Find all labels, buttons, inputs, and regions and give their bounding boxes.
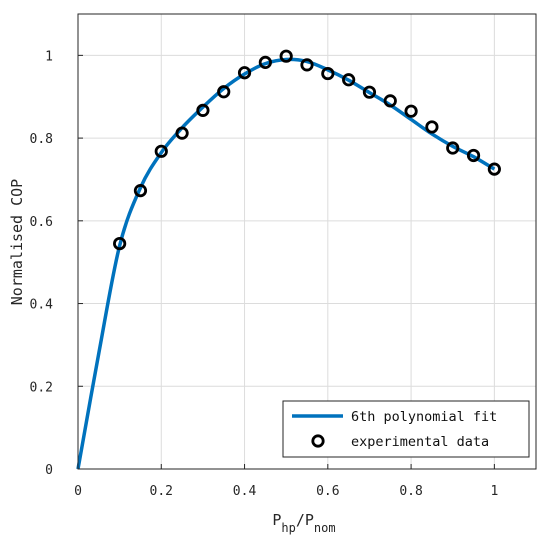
data-point-experimental: [383, 94, 397, 108]
legend-label-fit: 6th polynomial fit: [351, 409, 497, 425]
data-point-experimental: [487, 162, 501, 176]
data-point-experimental: [175, 126, 189, 140]
x-tick-label: 0.2: [150, 484, 173, 499]
y-axis-label: Normalised COP: [8, 179, 26, 305]
x-axis-label-sub1: hp: [281, 521, 295, 535]
x-axis-label: Php/Pnom: [272, 511, 335, 535]
data-point-experimental: [446, 141, 460, 155]
y-tick-label: 0.6: [30, 215, 53, 230]
y-tick-label: 0.2: [30, 380, 53, 395]
data-point-experimental: [196, 103, 210, 117]
x-tick-label: 0: [74, 484, 82, 499]
legend: 6th polynomial fit experimental data: [282, 400, 530, 458]
data-point-experimental: [362, 85, 377, 99]
x-tick-label: 0.4: [233, 484, 257, 499]
legend-box: [282, 400, 530, 458]
x-tick-label: 0.8: [399, 484, 422, 499]
data-point-experimental: [237, 66, 252, 80]
data-point-experimental: [425, 120, 439, 134]
y-tick-label: 0.4: [30, 298, 54, 313]
data-point-experimental: [466, 148, 481, 163]
plot-frame: [77, 13, 537, 470]
x-tick-label: 0.6: [316, 484, 339, 499]
x-tick-label: 1: [490, 484, 498, 499]
data-point-experimental: [321, 66, 335, 81]
series-layer: [76, 49, 501, 470]
x-axis-label-main: P: [272, 511, 281, 529]
data-point-experimental: [279, 49, 293, 63]
tick-labels: 0 0.2 0.4 0.6 0.8 1 0 0.2 0.4 0.6 0.8 1: [30, 49, 499, 499]
data-point-experimental: [258, 55, 272, 69]
data-point-experimental: [133, 184, 148, 198]
data-point-experimental: [404, 104, 418, 118]
grid: [77, 14, 536, 470]
data-point-experimental: [300, 58, 314, 72]
y-tick-label: 0: [45, 463, 53, 478]
legend-label-data: experimental data: [351, 434, 489, 450]
ticks: [77, 54, 495, 470]
y-tick-label: 1: [45, 49, 53, 64]
y-tick-label: 0.8: [30, 132, 53, 147]
data-point-experimental: [217, 85, 231, 99]
data-point-experimental: [154, 144, 168, 158]
data-point-experimental: [113, 236, 127, 251]
x-axis-label-slash: /P: [296, 511, 314, 529]
legend-marker-swatch: [311, 434, 325, 448]
x-axis-label-sub2: nom: [314, 521, 336, 535]
data-point-experimental: [342, 73, 356, 87]
